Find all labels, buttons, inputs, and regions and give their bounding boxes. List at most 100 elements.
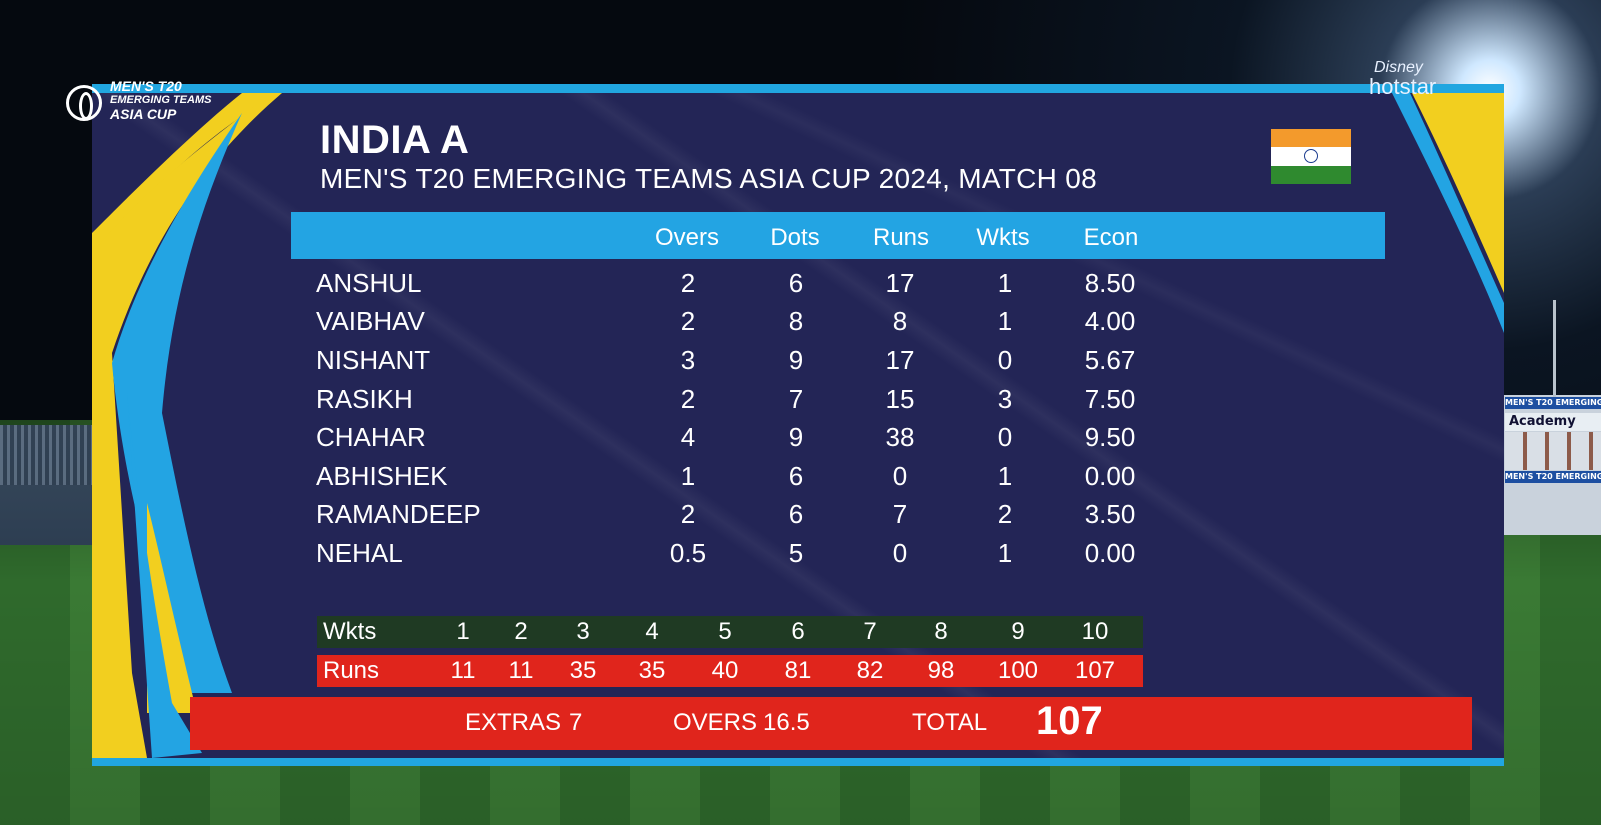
bowler-overs: 2 <box>680 306 696 336</box>
india-flag-icon <box>1271 129 1351 184</box>
bowler-name: RAMANDEEP <box>316 499 481 529</box>
fow-run-value: 40 <box>711 657 739 684</box>
bowler-dots: 6 <box>788 461 804 491</box>
stadium-stand-left <box>0 425 95 545</box>
bowler-overs: 0.5 <box>669 538 707 568</box>
fow-wkt-number: 10 <box>1081 618 1109 645</box>
column-header-overs: Overs <box>654 224 719 251</box>
fow-run-value: 81 <box>784 657 812 684</box>
fow-run-value: 11 <box>508 657 534 684</box>
bowler-name: ANSHUL <box>316 268 422 298</box>
event-logo-line1: MEN'S T20 <box>110 78 182 94</box>
broadcaster-logo: Disney hotstar <box>1369 60 1436 98</box>
fow-wkt-number: 3 <box>576 618 590 645</box>
bowler-runs: 17 <box>885 345 915 375</box>
column-header-wkts: Wkts <box>976 224 1030 251</box>
table-row: RAMANDEEP 2 6 7 2 3.50 <box>0 499 1601 537</box>
extras-value: 7 <box>569 709 583 736</box>
fow-run-value: 82 <box>856 657 884 684</box>
bowler-overs: 2 <box>680 499 696 529</box>
bowler-runs: 8 <box>892 306 908 336</box>
bowler-name: ABHISHEK <box>316 461 448 491</box>
fow-wkt-number: 4 <box>645 618 659 645</box>
bowler-wkts: 3 <box>997 384 1013 414</box>
bowler-runs: 0 <box>892 461 908 491</box>
table-row: NEHAL 0.5 5 0 1 0.00 <box>0 538 1601 576</box>
bowler-name: RASIKH <box>316 384 413 414</box>
bowler-overs: 4 <box>680 422 696 452</box>
bowler-econ: 8.50 <box>1084 268 1136 298</box>
bowler-runs: 7 <box>892 499 908 529</box>
event-logo-emblem <box>66 85 102 121</box>
fall-of-wickets-wkts-row: Wkts 1 2 3 4 5 6 7 8 9 10 <box>317 616 1143 648</box>
fow-run-value: 107 <box>1074 657 1116 684</box>
bowler-dots: 8 <box>788 306 804 336</box>
stand-banner-lower: MEN'S T20 EMERGING TEAMS <box>1505 471 1601 483</box>
match-title: MEN'S T20 EMERGING TEAMS ASIA CUP 2024, … <box>320 163 1098 194</box>
bowler-wkts: 1 <box>997 538 1013 568</box>
overs-label: OVERS <box>673 709 758 736</box>
bowler-wkts: 0 <box>997 422 1013 452</box>
bowler-econ: 4.00 <box>1084 306 1136 336</box>
bowler-name: NISHANT <box>316 345 431 375</box>
bowler-econ: 3.50 <box>1084 499 1136 529</box>
board-swoosh-graphics <box>92 93 1504 758</box>
bowler-wkts: 0 <box>997 345 1013 375</box>
bowler-wkts: 1 <box>997 268 1013 298</box>
bowler-runs: 15 <box>885 384 915 414</box>
bowler-dots: 6 <box>788 499 804 529</box>
fow-wkt-number: 2 <box>514 618 528 645</box>
bowler-dots: 5 <box>788 538 804 568</box>
fow-runs-label: Runs <box>323 657 380 684</box>
bowler-dots: 7 <box>788 384 804 414</box>
fow-wkts-label: Wkts <box>323 618 377 645</box>
extras-label: EXTRAS <box>465 709 562 736</box>
table-header-bar <box>291 212 1385 259</box>
total-value: 107 <box>1036 699 1103 743</box>
table-row: ANSHUL 2 6 17 1 8.50 <box>0 268 1601 306</box>
fow-wkt-number: 5 <box>718 618 732 645</box>
bowler-overs: 1 <box>680 461 696 491</box>
bowler-runs: 17 <box>885 268 915 298</box>
event-logo-line3: ASIA CUP <box>110 106 177 122</box>
event-logo: MEN'S T20 EMERGING TEAMS ASIA CUP <box>66 73 226 143</box>
table-row: RASIKH 2 7 15 3 7.50 <box>0 384 1601 422</box>
fow-run-value: 100 <box>997 657 1039 684</box>
table-row: NISHANT 3 9 17 0 5.67 <box>0 345 1601 383</box>
broadcaster-name: hotstar <box>1369 74 1437 99</box>
floodlight-pole <box>1553 300 1556 400</box>
stand-banner: MEN'S T20 EMERGING TEAMS <box>1505 397 1601 409</box>
overs-value: 16.5 <box>763 709 810 736</box>
fow-wkt-number: 1 <box>456 618 470 645</box>
column-header-dots: Dots <box>770 224 820 251</box>
bowler-name: VAIBHAV <box>316 306 425 336</box>
fow-wkt-number: 9 <box>1011 618 1025 645</box>
team-title: INDIA A <box>320 118 470 162</box>
fow-run-value: 98 <box>927 657 955 684</box>
column-header-econ: Econ <box>1083 224 1139 251</box>
bowler-econ: 9.50 <box>1084 422 1136 452</box>
table-row: VAIBHAV 2 8 8 1 4.00 <box>0 306 1601 344</box>
bowler-runs: 0 <box>892 538 908 568</box>
bowler-econ: 0.00 <box>1084 461 1136 491</box>
stand-pavilion <box>1505 432 1601 470</box>
bowler-overs: 2 <box>680 268 696 298</box>
bowler-overs: 3 <box>680 345 696 375</box>
stand-sign: Academy <box>1505 413 1601 431</box>
total-label: TOTAL <box>912 709 988 736</box>
bowler-econ: 0.00 <box>1084 538 1136 568</box>
broadcaster-disney: Disney <box>1374 59 1423 76</box>
fow-run-value: 11 <box>450 657 476 684</box>
bowler-dots: 6 <box>788 268 804 298</box>
fow-wkt-number: 6 <box>791 618 805 645</box>
fow-wkt-number: 8 <box>934 618 948 645</box>
bowler-econ: 7.50 <box>1084 384 1136 414</box>
event-logo-text: MEN'S T20 EMERGING TEAMS ASIA CUP <box>110 79 230 121</box>
bowler-dots: 9 <box>788 422 804 452</box>
fow-run-value: 35 <box>569 657 597 684</box>
bowler-wkts: 1 <box>997 461 1013 491</box>
bowler-wkts: 2 <box>997 499 1013 529</box>
fow-wkt-number: 7 <box>863 618 877 645</box>
bowler-overs: 2 <box>680 384 696 414</box>
bowler-econ: 5.67 <box>1084 345 1136 375</box>
